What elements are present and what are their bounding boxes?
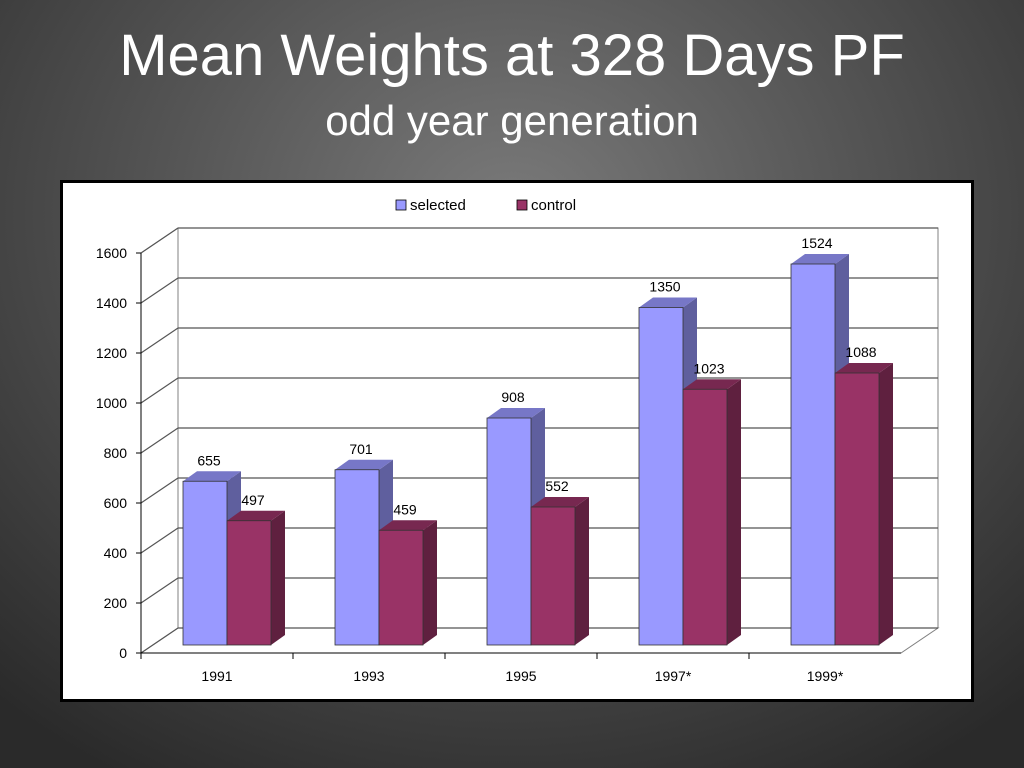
y-tick-label: 600	[104, 495, 128, 511]
bar-control-side	[423, 520, 437, 645]
gridline-diagonal	[140, 577, 179, 604]
data-label-selected: 655	[197, 452, 221, 468]
data-label-control: 1088	[845, 344, 876, 360]
bar-control	[834, 372, 880, 646]
legend-label-control: control	[531, 197, 576, 214]
x-tick-label: 1991	[201, 668, 232, 684]
bar-selected-top	[183, 471, 241, 482]
gridline-diagonal	[140, 277, 179, 304]
gridline-diagonal	[140, 377, 179, 404]
data-label-selected: 701	[349, 441, 373, 457]
bar-control	[530, 506, 576, 646]
bar-control-side	[271, 510, 285, 645]
data-label-selected: 908	[501, 389, 525, 405]
bar-control-top	[683, 379, 741, 390]
gridline-diagonal	[140, 627, 179, 654]
y-tick-label: 1400	[96, 295, 127, 311]
bar-control-side	[727, 379, 741, 645]
gridline-diagonal	[140, 527, 179, 554]
y-tick-label: 200	[104, 595, 128, 611]
y-tick-label: 1000	[96, 395, 127, 411]
data-label-control: 1023	[693, 360, 724, 376]
legend-swatch-selected	[395, 199, 407, 211]
bar-selected-top	[487, 408, 545, 418]
bar-control	[682, 388, 728, 646]
bar-selected-top	[791, 254, 849, 264]
bar-selected-top	[639, 297, 697, 308]
y-tick-label: 0	[119, 645, 127, 661]
bar-chart: 0 200 400 600 800 1000 1200 1400 1600 1991 655 497 1…	[96, 197, 940, 684]
data-label-selected: 1350	[649, 279, 680, 295]
bar-control-side	[879, 363, 893, 645]
bar-selected	[790, 263, 836, 646]
y-tick-label: 800	[104, 445, 128, 461]
legend-swatch-control	[516, 199, 528, 211]
y-tick-label: 1200	[96, 345, 127, 361]
data-label-selected: 1524	[801, 235, 832, 251]
bar-selected	[486, 417, 532, 646]
bar-control	[226, 520, 272, 646]
bar-control-top	[379, 520, 437, 531]
x-tick-label: 1997*	[655, 668, 692, 684]
x-tick-label: 1993	[353, 668, 384, 684]
y-tick-label: 400	[104, 545, 128, 561]
bar-control-side	[575, 497, 589, 645]
slide-title: Mean Weights at 328 Days PF	[119, 23, 905, 88]
data-label-control: 497	[241, 492, 265, 508]
legend-label-selected: selected	[410, 197, 466, 214]
data-label-control: 552	[545, 478, 569, 494]
gridline-diagonal	[140, 427, 179, 454]
bar-control-top	[531, 497, 589, 507]
gridline-diagonal	[140, 327, 179, 354]
data-label-control: 459	[393, 501, 417, 517]
bar-selected-top	[335, 459, 393, 470]
chart-frame: 0 200 400 600 800 1000 1200 1400 1600 1991 655 497 1…	[60, 180, 974, 702]
bar-selected	[638, 307, 684, 646]
bar-control	[378, 529, 424, 646]
slide-subtitle: odd year generation	[325, 97, 699, 144]
x-tick-label: 1995	[505, 668, 536, 684]
gridline-diagonal	[140, 227, 179, 254]
bar-selected	[182, 480, 228, 646]
bar-control-top	[227, 510, 285, 521]
x-tick-label: 1999*	[807, 668, 844, 684]
bar-control-top	[835, 363, 893, 373]
y-tick-label: 1600	[96, 245, 127, 261]
bar-selected	[334, 469, 380, 646]
gridline-diagonal	[140, 477, 179, 504]
